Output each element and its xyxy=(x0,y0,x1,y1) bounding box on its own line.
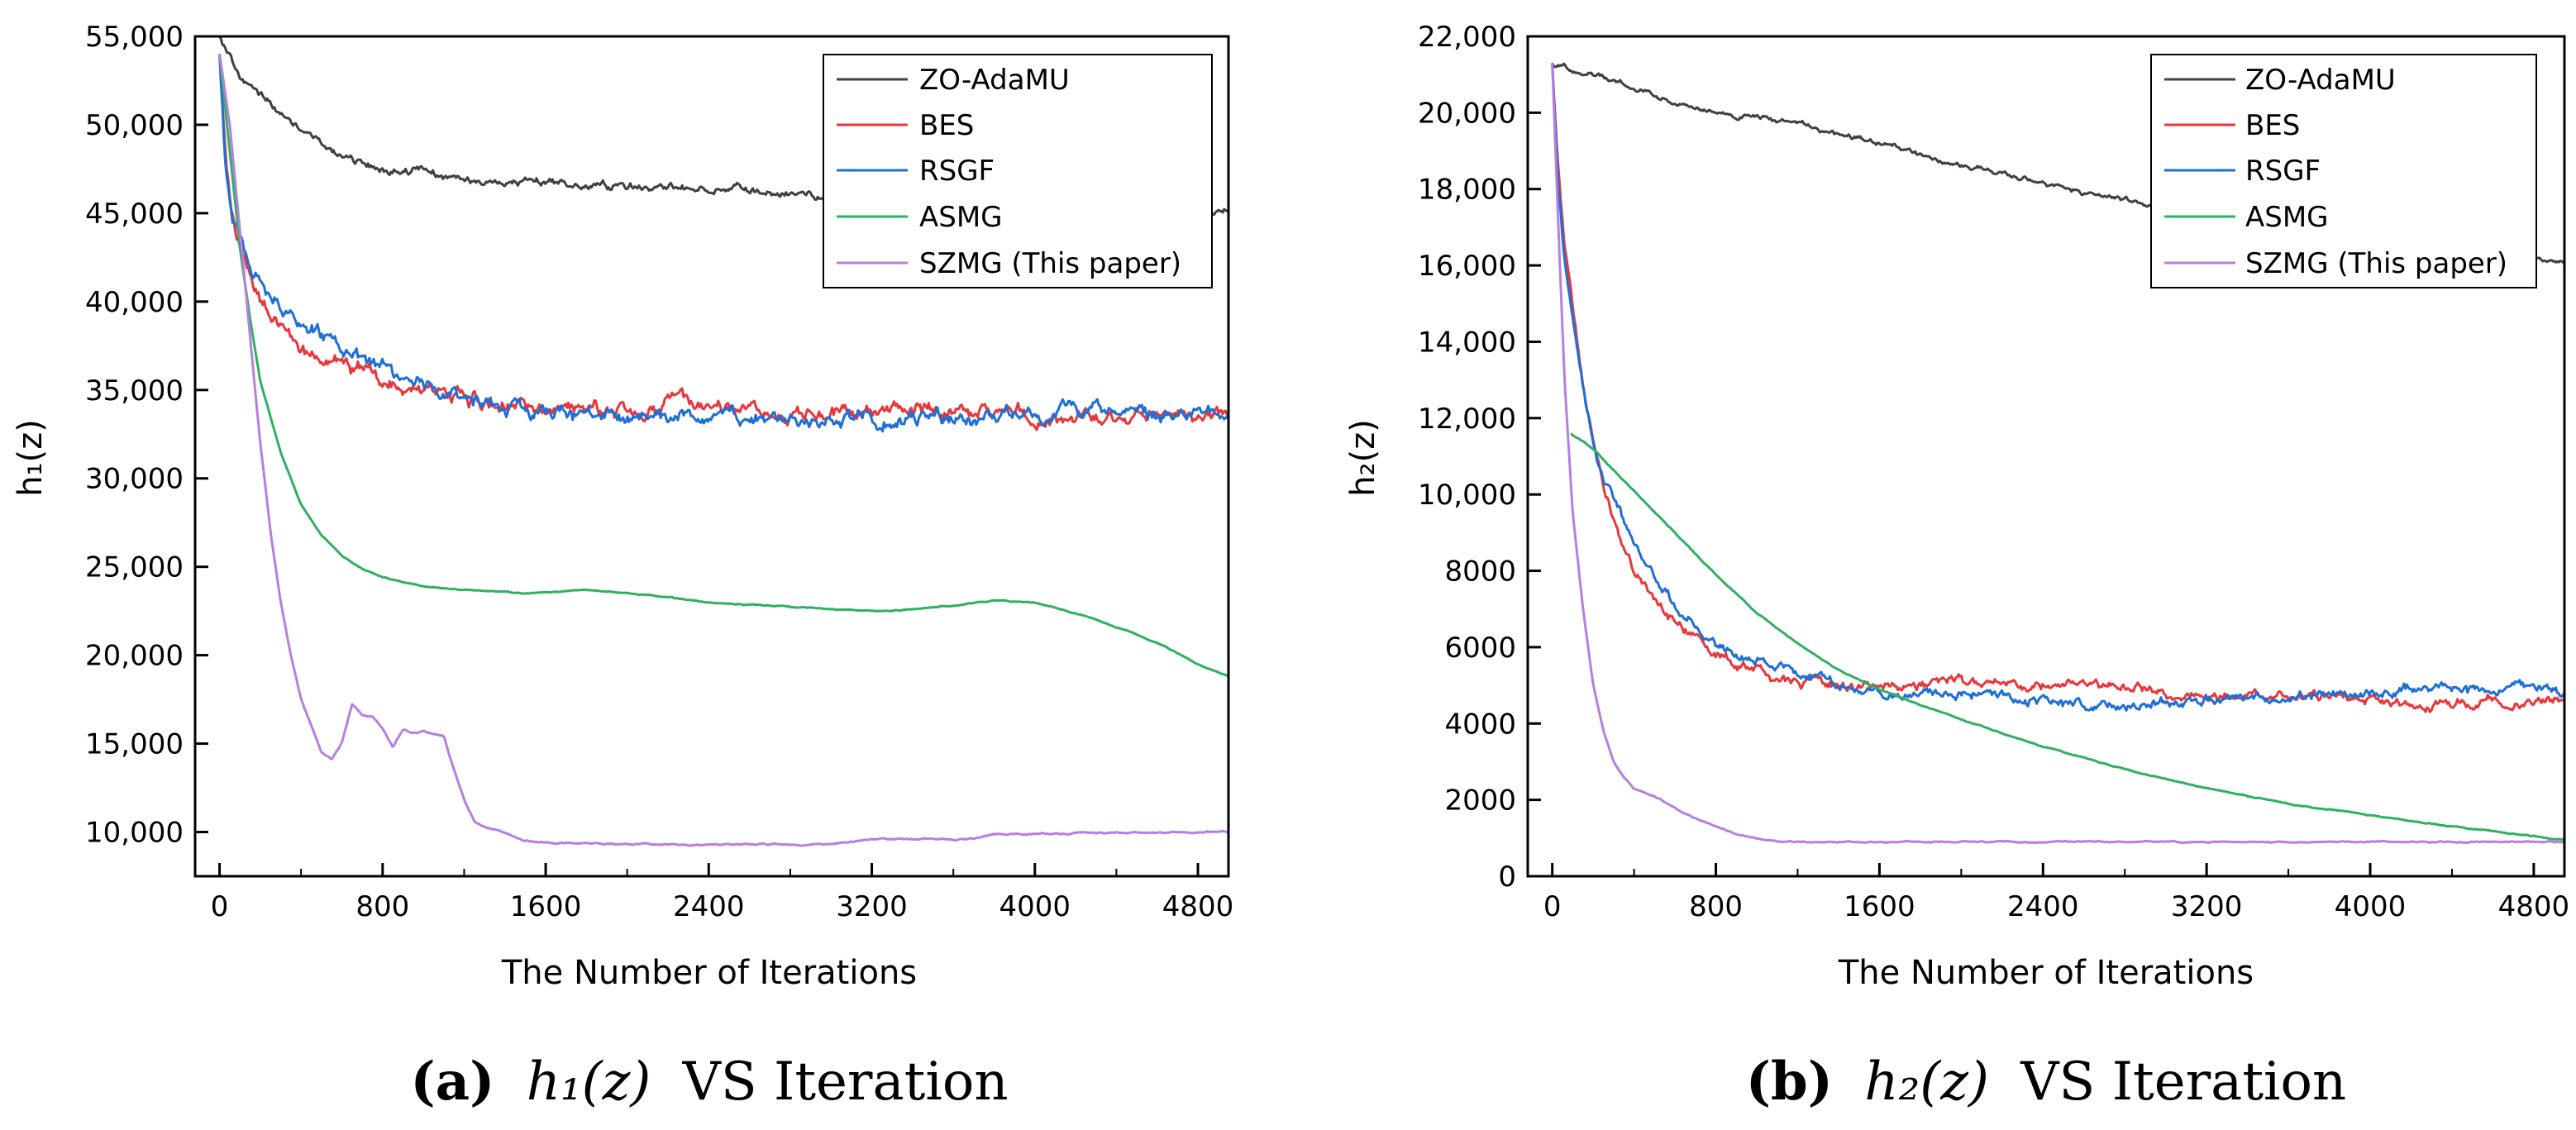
y-tick-label-a: 25,000 xyxy=(85,551,184,584)
plot-frame-a xyxy=(193,35,1230,878)
y-tick-label-b: 6000 xyxy=(1444,632,1516,665)
legend-label-zo-adamu-a: ZO-AdaMU xyxy=(919,64,1070,97)
caption-letter-a: (a) xyxy=(410,1051,494,1113)
y-tick-label-a: 55,000 xyxy=(85,21,184,54)
chart-panel-b: 0 800 1600 2400 3200 4000 4800 0 2000 4000 6000 800… xyxy=(1344,21,2569,1113)
x-tick-label-a: 800 xyxy=(355,890,409,923)
legend-label-asmg-b: ASMG xyxy=(2245,201,2329,234)
y-tick-label-b: 22,000 xyxy=(1418,21,1516,54)
legend-b: ZO-AdaMU BES RSGF ASMG SZMG (This paper) xyxy=(2150,54,2537,288)
y-tick-label-b: 18,000 xyxy=(1418,174,1516,207)
series-line-asmg-a xyxy=(218,54,1228,678)
y-tick-label-b: 16,000 xyxy=(1418,250,1516,283)
legend-label-szmg-b: SZMG (This paper) xyxy=(2245,247,2507,280)
series-line-bes-b xyxy=(1551,63,2564,713)
y-tick-label-a: 50,000 xyxy=(85,109,184,142)
legend-label-bes-a: BES xyxy=(919,109,974,142)
y-tick-label-b: 20,000 xyxy=(1418,97,1516,130)
x-tick-label-a: 4000 xyxy=(999,890,1071,923)
x-tick-label-b: 3200 xyxy=(2171,890,2243,923)
y-tick-label-b: 0 xyxy=(1498,861,1516,894)
y-tick-label-b: 4000 xyxy=(1444,708,1516,741)
y-tick-label-b: 10,000 xyxy=(1418,479,1516,512)
x-tick-label-a: 1600 xyxy=(510,890,582,923)
x-tick-label-a: 0 xyxy=(211,890,229,923)
caption-math-b: h₂(z) xyxy=(1864,1051,1989,1113)
series-line-szmg-this-paper-b xyxy=(1551,63,2564,845)
series-line-asmg-b xyxy=(1569,432,2564,842)
y-tick-label-b: 2000 xyxy=(1444,784,1516,818)
y-tick-label-a: 10,000 xyxy=(85,817,184,850)
y-tick-label-a: 35,000 xyxy=(85,374,184,408)
x-tick-label-a: 3200 xyxy=(836,890,908,923)
y-tick-label-a: 40,000 xyxy=(85,286,184,319)
y-tick-label-b: 14,000 xyxy=(1418,326,1516,359)
x-tick-label-a: 2400 xyxy=(673,890,745,923)
series-line-rsgf-b xyxy=(1551,63,2564,712)
caption-text-b: VS Iteration xyxy=(2020,1051,2346,1113)
legend-label-rsgf-a: RSGF xyxy=(919,155,995,188)
x-axis-label-b: The Number of Iterations xyxy=(1838,954,2254,992)
y-tick-label-b: 8000 xyxy=(1444,555,1516,589)
y-axis-label-b: h₂(z) xyxy=(1344,419,1382,497)
y-tick-label-a: 30,000 xyxy=(85,463,184,496)
series-layer-b xyxy=(1551,62,2564,845)
x-tick-label-b: 2400 xyxy=(2007,890,2079,923)
series-line-rsgf-a xyxy=(218,54,1228,433)
legend-label-zo-adamu-b: ZO-AdaMU xyxy=(2245,64,2396,97)
x-axis-label-a: The Number of Iterations xyxy=(501,954,917,992)
legend-a: ZO-AdaMU BES RSGF ASMG SZMG (This paper) xyxy=(823,54,1213,288)
caption-text-a: VS Iteration xyxy=(682,1051,1009,1113)
chart-panel-a: 0 800 1600 2400 3200 4000 4800 10,000 15,000 20,0… xyxy=(12,21,1233,1113)
y-tick-label-a: 15,000 xyxy=(85,728,184,761)
ticks-layer-a: 0 800 1600 2400 3200 4000 4800 10,000 15,000 20,0… xyxy=(85,21,1233,923)
caption-letter-b: (b) xyxy=(1746,1051,1833,1113)
y-tick-label-a: 20,000 xyxy=(85,640,184,673)
y-tick-label-b: 12,000 xyxy=(1418,403,1516,436)
legend-label-rsgf-b: RSGF xyxy=(2245,155,2321,188)
x-tick-label-a: 4800 xyxy=(1162,890,1234,923)
x-tick-label-b: 800 xyxy=(1689,890,1743,923)
series-line-szmg-this-paper-a xyxy=(218,54,1228,847)
caption-a: (a) h₁(z) VS Iteration xyxy=(410,1051,1008,1113)
y-tick-label-a: 45,000 xyxy=(85,198,184,231)
x-tick-label-b: 4000 xyxy=(2335,890,2407,923)
ticks-layer-b: 0 800 1600 2400 3200 4000 4800 0 2000 4000 6000 800… xyxy=(1418,21,2569,923)
legend-label-bes-b: BES xyxy=(2245,109,2300,142)
legend-label-szmg-a: SZMG (This paper) xyxy=(919,247,1181,280)
x-tick-label-b: 1600 xyxy=(1844,890,1915,923)
caption-b: (b) h₂(z) VS Iteration xyxy=(1746,1051,2347,1113)
x-tick-label-b: 0 xyxy=(1543,890,1562,923)
legend-label-asmg-a: ASMG xyxy=(919,201,1003,234)
x-tick-label-b: 4800 xyxy=(2498,890,2570,923)
caption-math-a: h₁(z) xyxy=(527,1051,651,1113)
y-axis-label-a: h₁(z) xyxy=(12,419,50,497)
plot-frame-b xyxy=(1526,35,2566,878)
